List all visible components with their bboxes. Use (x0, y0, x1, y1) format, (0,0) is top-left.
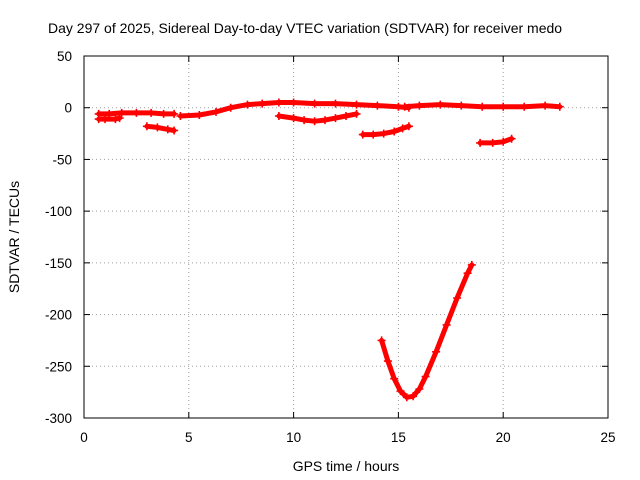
data-point (541, 101, 550, 110)
data-point (310, 99, 319, 108)
series-line (477, 136, 515, 146)
series-arc-9 (476, 134, 516, 147)
data-point (243, 100, 252, 109)
y-tick-label: 0 (64, 101, 72, 116)
axis-ticks: 50 0 -50 -100 -150 -200 -250 -300 0 5 10 15 20 25 (45, 49, 616, 445)
data-point (170, 109, 179, 118)
data-point (415, 101, 424, 110)
series-arc-4 (176, 98, 413, 120)
data-point (212, 107, 220, 116)
grid (84, 56, 608, 418)
data-point (258, 99, 267, 108)
data-point (147, 108, 156, 117)
x-tick-label: 0 (80, 430, 88, 445)
data-point (132, 108, 141, 117)
data-point (390, 374, 399, 383)
data-point (488, 138, 497, 147)
data-point (476, 138, 485, 147)
series-arc-2 (94, 114, 124, 124)
data-point (352, 109, 361, 118)
data-point (274, 98, 283, 107)
series-line (379, 262, 475, 400)
data-point (421, 372, 430, 381)
data-point (436, 100, 445, 109)
data-point (463, 269, 472, 278)
data-point (520, 102, 529, 111)
data-point (409, 392, 418, 401)
data-point (142, 122, 151, 131)
data-point (170, 126, 179, 135)
series-arc-5 (274, 109, 361, 126)
data-point (404, 122, 413, 131)
data-point (226, 103, 235, 112)
data-point (369, 130, 378, 139)
data-point (358, 130, 367, 139)
data-point (499, 137, 508, 146)
data-point (331, 99, 340, 108)
data-point (383, 357, 392, 366)
plot-frame (83, 55, 609, 419)
data-point (153, 123, 162, 132)
data-point (300, 116, 309, 125)
data-point (289, 98, 298, 107)
series-arc-3 (142, 122, 179, 135)
data-point (379, 129, 388, 138)
x-tick-label: 25 (600, 430, 615, 445)
data-point (390, 127, 399, 136)
data-point (507, 134, 516, 143)
data-point (274, 112, 283, 120)
x-axis-label: GPS time / hours (293, 458, 400, 474)
data-point (555, 102, 564, 111)
series-arc-8 (400, 100, 564, 111)
data-point (415, 385, 424, 393)
data-point (321, 116, 329, 125)
data-point (342, 112, 350, 120)
data-point (176, 112, 185, 120)
data-point (310, 117, 319, 126)
data-point (105, 109, 114, 118)
y-tick-label: -50 (52, 152, 72, 167)
data-point (400, 102, 409, 111)
series-arc-1 (94, 108, 179, 118)
data-point (377, 336, 386, 345)
y-tick-label: -250 (45, 359, 72, 374)
data-point (352, 100, 361, 109)
series-line (177, 100, 412, 119)
series-arc-7 (377, 260, 476, 402)
y-tick-label: -200 (45, 308, 72, 323)
data-point (396, 387, 405, 396)
y-axis-label: SDTVAR / TECUs (6, 181, 22, 293)
data-point (453, 294, 462, 302)
x-tick-label: 20 (496, 430, 511, 445)
data-point (111, 115, 120, 124)
series-arc-6 (358, 122, 413, 139)
data-point (159, 109, 168, 118)
data-point (398, 124, 407, 133)
y-tick-label: -150 (45, 256, 72, 271)
data-point (101, 115, 109, 124)
data-point (442, 320, 451, 329)
data-point (467, 260, 476, 269)
data-point (432, 347, 441, 356)
x-tick-label: 15 (391, 430, 406, 445)
y-tick-label: -100 (45, 204, 72, 219)
data-point (115, 114, 124, 123)
x-tick-label: 10 (286, 430, 301, 445)
data-point (289, 114, 298, 123)
data-point (331, 114, 340, 123)
data-point (457, 101, 466, 110)
data-point (402, 393, 411, 402)
x-tick-label: 5 (185, 430, 193, 445)
data-point (499, 102, 508, 111)
y-tick-label: 50 (57, 49, 72, 64)
data-point (373, 101, 382, 110)
data-point (163, 125, 172, 134)
data-layer (94, 98, 564, 402)
data-point (478, 102, 487, 111)
data-point (195, 111, 204, 119)
chart-title: Day 297 of 2025, Sidereal Day-to-day VTE… (48, 20, 562, 36)
y-tick-label: -300 (45, 411, 72, 426)
data-point (117, 108, 126, 117)
